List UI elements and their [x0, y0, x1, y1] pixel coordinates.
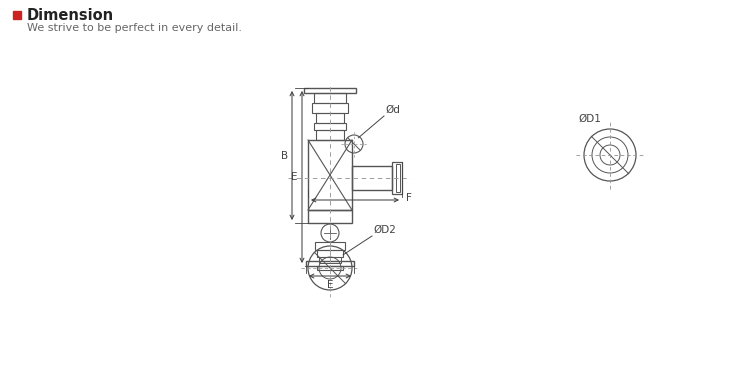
- Bar: [314, 93, 346, 103]
- Bar: [314, 123, 346, 130]
- Text: ØD1: ØD1: [578, 114, 601, 124]
- Bar: [317, 250, 343, 257]
- Bar: [304, 88, 356, 93]
- Bar: [315, 242, 345, 250]
- Text: B: B: [280, 151, 288, 160]
- Bar: [352, 166, 392, 190]
- Text: Ød: Ød: [385, 105, 400, 115]
- Bar: [319, 257, 341, 263]
- Bar: [308, 140, 352, 210]
- Text: ØD2: ØD2: [373, 225, 396, 235]
- Text: E: E: [327, 280, 333, 290]
- Bar: [316, 113, 344, 123]
- Bar: [392, 162, 402, 194]
- Text: F: F: [406, 193, 412, 203]
- Bar: [308, 210, 352, 223]
- Bar: [316, 130, 344, 140]
- Bar: [306, 261, 354, 266]
- Bar: [317, 266, 343, 270]
- Bar: [312, 103, 348, 113]
- Text: We strive to be perfect in every detail.: We strive to be perfect in every detail.: [27, 23, 242, 33]
- Bar: [396, 164, 400, 192]
- Text: E: E: [292, 172, 298, 182]
- Text: Dimension: Dimension: [27, 8, 114, 23]
